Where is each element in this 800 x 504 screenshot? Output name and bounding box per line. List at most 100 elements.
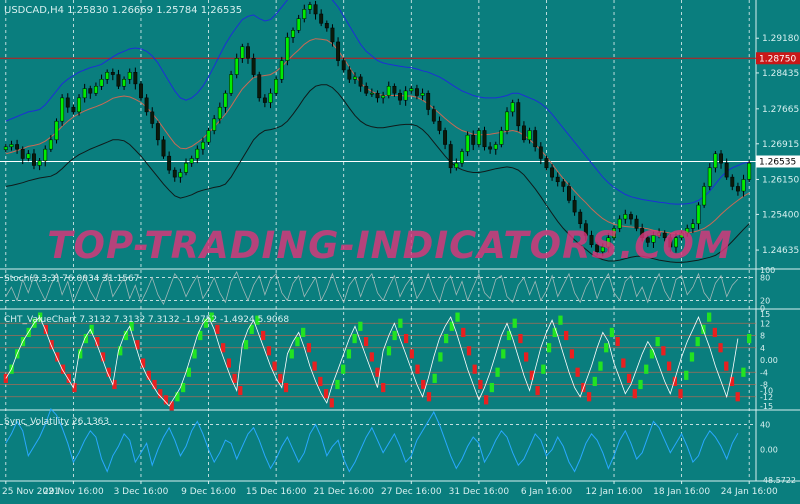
time-tick-label: 18 Jan 16:00 xyxy=(653,487,710,497)
value-tick-label: -8 xyxy=(760,381,768,390)
value-bar xyxy=(409,349,414,359)
value-bar xyxy=(49,340,54,350)
candle xyxy=(82,88,87,99)
volatility-panel-title: Sync_Volatility 26.1363 xyxy=(4,417,109,427)
time-tick-label: 29 Nov 16:00 xyxy=(43,487,104,497)
value-bar xyxy=(729,376,735,387)
time-tick-label: 21 Dec 16:00 xyxy=(313,487,374,497)
value-bar xyxy=(386,346,392,356)
candle xyxy=(386,85,391,96)
value-bar xyxy=(358,321,363,331)
candle xyxy=(719,153,723,164)
candle xyxy=(409,88,414,92)
value-bar xyxy=(146,370,151,380)
candle xyxy=(623,214,628,220)
candle xyxy=(696,204,701,224)
value-bar xyxy=(529,370,535,380)
value-bar xyxy=(78,349,83,359)
candle xyxy=(212,118,217,131)
candle xyxy=(420,92,425,96)
value-bar xyxy=(163,395,169,405)
value-bar xyxy=(89,324,94,334)
price-axis: 1.29180 1.28435 1.27665 1.26915 1.26150 1.254… xyxy=(756,34,800,485)
value-bar xyxy=(552,327,557,338)
candle xyxy=(634,218,639,229)
candle xyxy=(443,130,448,145)
candle xyxy=(167,155,172,171)
value-bar xyxy=(375,367,380,377)
candle xyxy=(93,85,98,94)
candle xyxy=(583,223,588,236)
upper-band-line xyxy=(5,0,750,205)
value-bar xyxy=(609,327,615,338)
candle xyxy=(43,148,48,162)
candle xyxy=(268,92,273,103)
value-bar xyxy=(249,324,254,334)
volatility-panel xyxy=(0,407,756,473)
candle xyxy=(32,153,36,166)
value-bar xyxy=(226,358,231,368)
value-zigzag-line xyxy=(5,316,739,407)
candle xyxy=(105,71,110,80)
value-bar xyxy=(346,349,352,359)
value-bar xyxy=(632,389,637,399)
value-tick-label: 15 xyxy=(760,310,770,319)
value-bar xyxy=(712,327,717,338)
value-bar xyxy=(272,361,277,371)
candle xyxy=(431,109,436,122)
candle xyxy=(730,176,735,187)
value-bar xyxy=(175,392,180,402)
candle xyxy=(741,179,746,192)
volatility-line xyxy=(5,407,739,473)
value-bar xyxy=(741,367,746,377)
candle xyxy=(724,162,729,178)
value-bar xyxy=(672,376,677,387)
value-bar xyxy=(615,337,620,347)
candle xyxy=(561,181,566,187)
candle xyxy=(465,134,470,152)
candle xyxy=(302,9,307,19)
value-bar xyxy=(381,382,386,393)
candle xyxy=(690,223,695,229)
candle xyxy=(555,176,560,183)
candle xyxy=(600,246,605,252)
value-bar xyxy=(461,327,466,338)
candle xyxy=(65,97,70,108)
candle xyxy=(307,4,312,10)
candle xyxy=(330,27,335,43)
value-bar xyxy=(209,312,214,322)
candle xyxy=(246,46,250,59)
stoch-panel-title: Stoch(3,3,3) 76.0034 31.1567 xyxy=(4,274,139,284)
value-bar xyxy=(455,312,460,322)
value-bar xyxy=(55,352,60,362)
value-bar xyxy=(449,321,454,331)
candle xyxy=(460,151,464,164)
candle xyxy=(471,134,476,145)
candle xyxy=(37,160,42,166)
candle xyxy=(685,228,690,234)
value-bar xyxy=(232,373,237,383)
value-bar xyxy=(352,333,357,344)
candle xyxy=(381,95,386,99)
value-bar xyxy=(506,330,512,341)
value-bar xyxy=(186,367,191,377)
time-tick-label: 27 Dec 16:00 xyxy=(381,487,442,497)
candle xyxy=(668,237,673,248)
candle xyxy=(336,41,341,61)
candle xyxy=(161,139,166,157)
candle xyxy=(195,148,200,159)
value-bar xyxy=(569,349,575,359)
candle xyxy=(488,146,493,150)
candle xyxy=(122,78,127,87)
value-bar xyxy=(266,346,272,356)
value-bar xyxy=(638,379,643,390)
candle xyxy=(15,144,20,150)
value-bar xyxy=(169,401,174,411)
value-bar xyxy=(106,367,111,377)
candle xyxy=(48,139,53,150)
value-bar xyxy=(718,343,723,353)
value-bar xyxy=(403,333,409,344)
